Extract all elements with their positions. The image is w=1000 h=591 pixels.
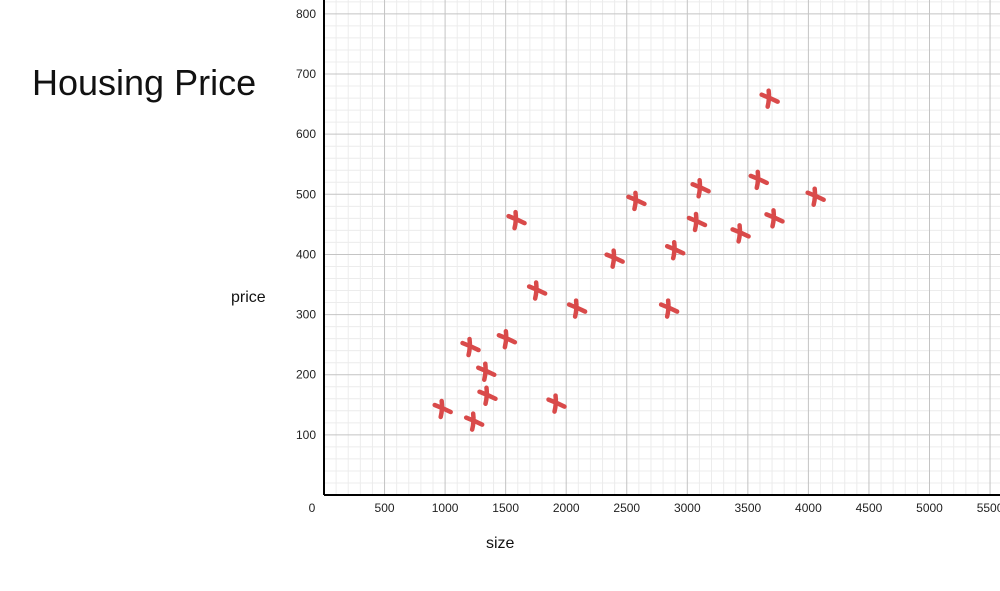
y-tick-label: 200 <box>296 368 316 382</box>
data-point-marker <box>805 186 826 207</box>
data-point-marker <box>566 298 588 319</box>
x-tick-label: 500 <box>375 501 395 515</box>
x-tick-label: 2500 <box>613 501 640 515</box>
data-point-marker <box>658 298 680 319</box>
axes <box>323 0 1000 496</box>
y-tick-label: 700 <box>296 67 316 81</box>
x-tick-label: 2000 <box>553 501 580 515</box>
x-axis-label: size <box>486 535 515 552</box>
data-point-marker <box>759 88 780 109</box>
x-tick-label: 4000 <box>795 501 822 515</box>
y-tick-label: 300 <box>296 308 316 322</box>
data-point-marker <box>432 398 453 420</box>
data-point-marker <box>476 361 497 382</box>
chart-title: Housing Price <box>32 62 257 103</box>
x-tick-label: 1500 <box>492 501 519 515</box>
data-point-marker <box>546 393 567 414</box>
y-tick-label: 100 <box>296 428 316 442</box>
data-point-marker <box>506 209 527 231</box>
y-tick-label: 500 <box>296 187 316 201</box>
x-tick-label: 5000 <box>916 501 943 515</box>
data-point-marker <box>764 208 785 229</box>
data-point-marker <box>748 169 769 191</box>
x-tick-label: 5500 <box>977 501 1000 515</box>
data-point-marker <box>626 190 647 212</box>
data-point-marker <box>463 411 485 432</box>
x-tick-label: 0 <box>309 501 316 515</box>
y-tick-label: 600 <box>296 127 316 141</box>
y-axis-label: price <box>231 289 266 306</box>
x-tick-label: 3500 <box>734 501 761 515</box>
data-point-marker <box>477 385 498 407</box>
data-point-marker <box>496 328 518 350</box>
data-point-marker <box>526 280 548 301</box>
data-point-marker <box>686 211 708 233</box>
tick-labels: 0 500 1000 1500 2000 2500 3000 3500 4000 4500 5000… <box>296 7 1000 515</box>
major-grid <box>324 0 1000 495</box>
data-point-marker <box>664 239 686 261</box>
data-points <box>432 88 826 432</box>
data-point-marker <box>604 248 625 269</box>
x-tick-label: 1000 <box>432 501 459 515</box>
minor-grid <box>324 0 1000 495</box>
data-point-marker <box>730 223 751 244</box>
y-tick-label: 800 <box>296 7 316 21</box>
x-tick-label: 4500 <box>856 501 883 515</box>
x-tick-label: 3000 <box>674 501 701 515</box>
data-point-marker <box>690 178 711 199</box>
y-tick-label: 400 <box>296 247 316 261</box>
data-point-marker <box>460 336 481 358</box>
